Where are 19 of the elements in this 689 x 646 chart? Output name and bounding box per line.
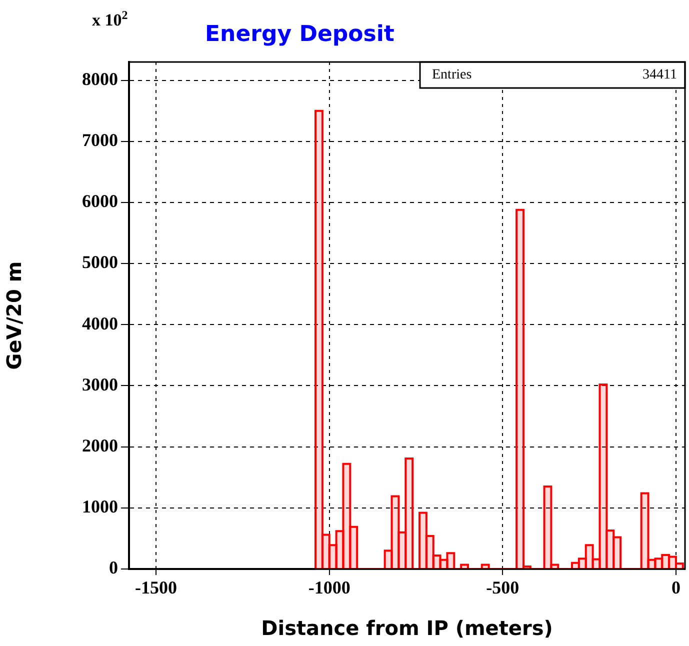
text: x 10$^{2}$ [92, 8, 128, 31]
y-tick-label: 4000 [82, 313, 118, 334]
y-tick-label: 1000 [82, 496, 118, 517]
y-tick-label: 8000 [82, 68, 118, 89]
y-axis-title: GeV/20 m [2, 261, 26, 370]
y-tick-label: 6000 [82, 191, 118, 212]
annotation: 34411 [642, 68, 677, 83]
y-tick-label: 5000 [82, 252, 118, 272]
y-tick-label: 2000 [82, 435, 118, 456]
chart-title: Energy Deposit [205, 22, 394, 47]
x-tick-label: -1500 [135, 577, 178, 598]
annotation: Entries [432, 68, 472, 83]
y-tick-label: 0 [109, 558, 118, 578]
y-tick-label: 7000 [82, 130, 118, 150]
x-tick-label: 0 [671, 577, 680, 598]
y-tick-label: 3000 [82, 374, 118, 394]
x-tick-label: -1000 [308, 577, 350, 598]
x-tick-label: -500 [486, 577, 520, 598]
x-axis-title: Distance from IP (meters) [261, 616, 553, 640]
